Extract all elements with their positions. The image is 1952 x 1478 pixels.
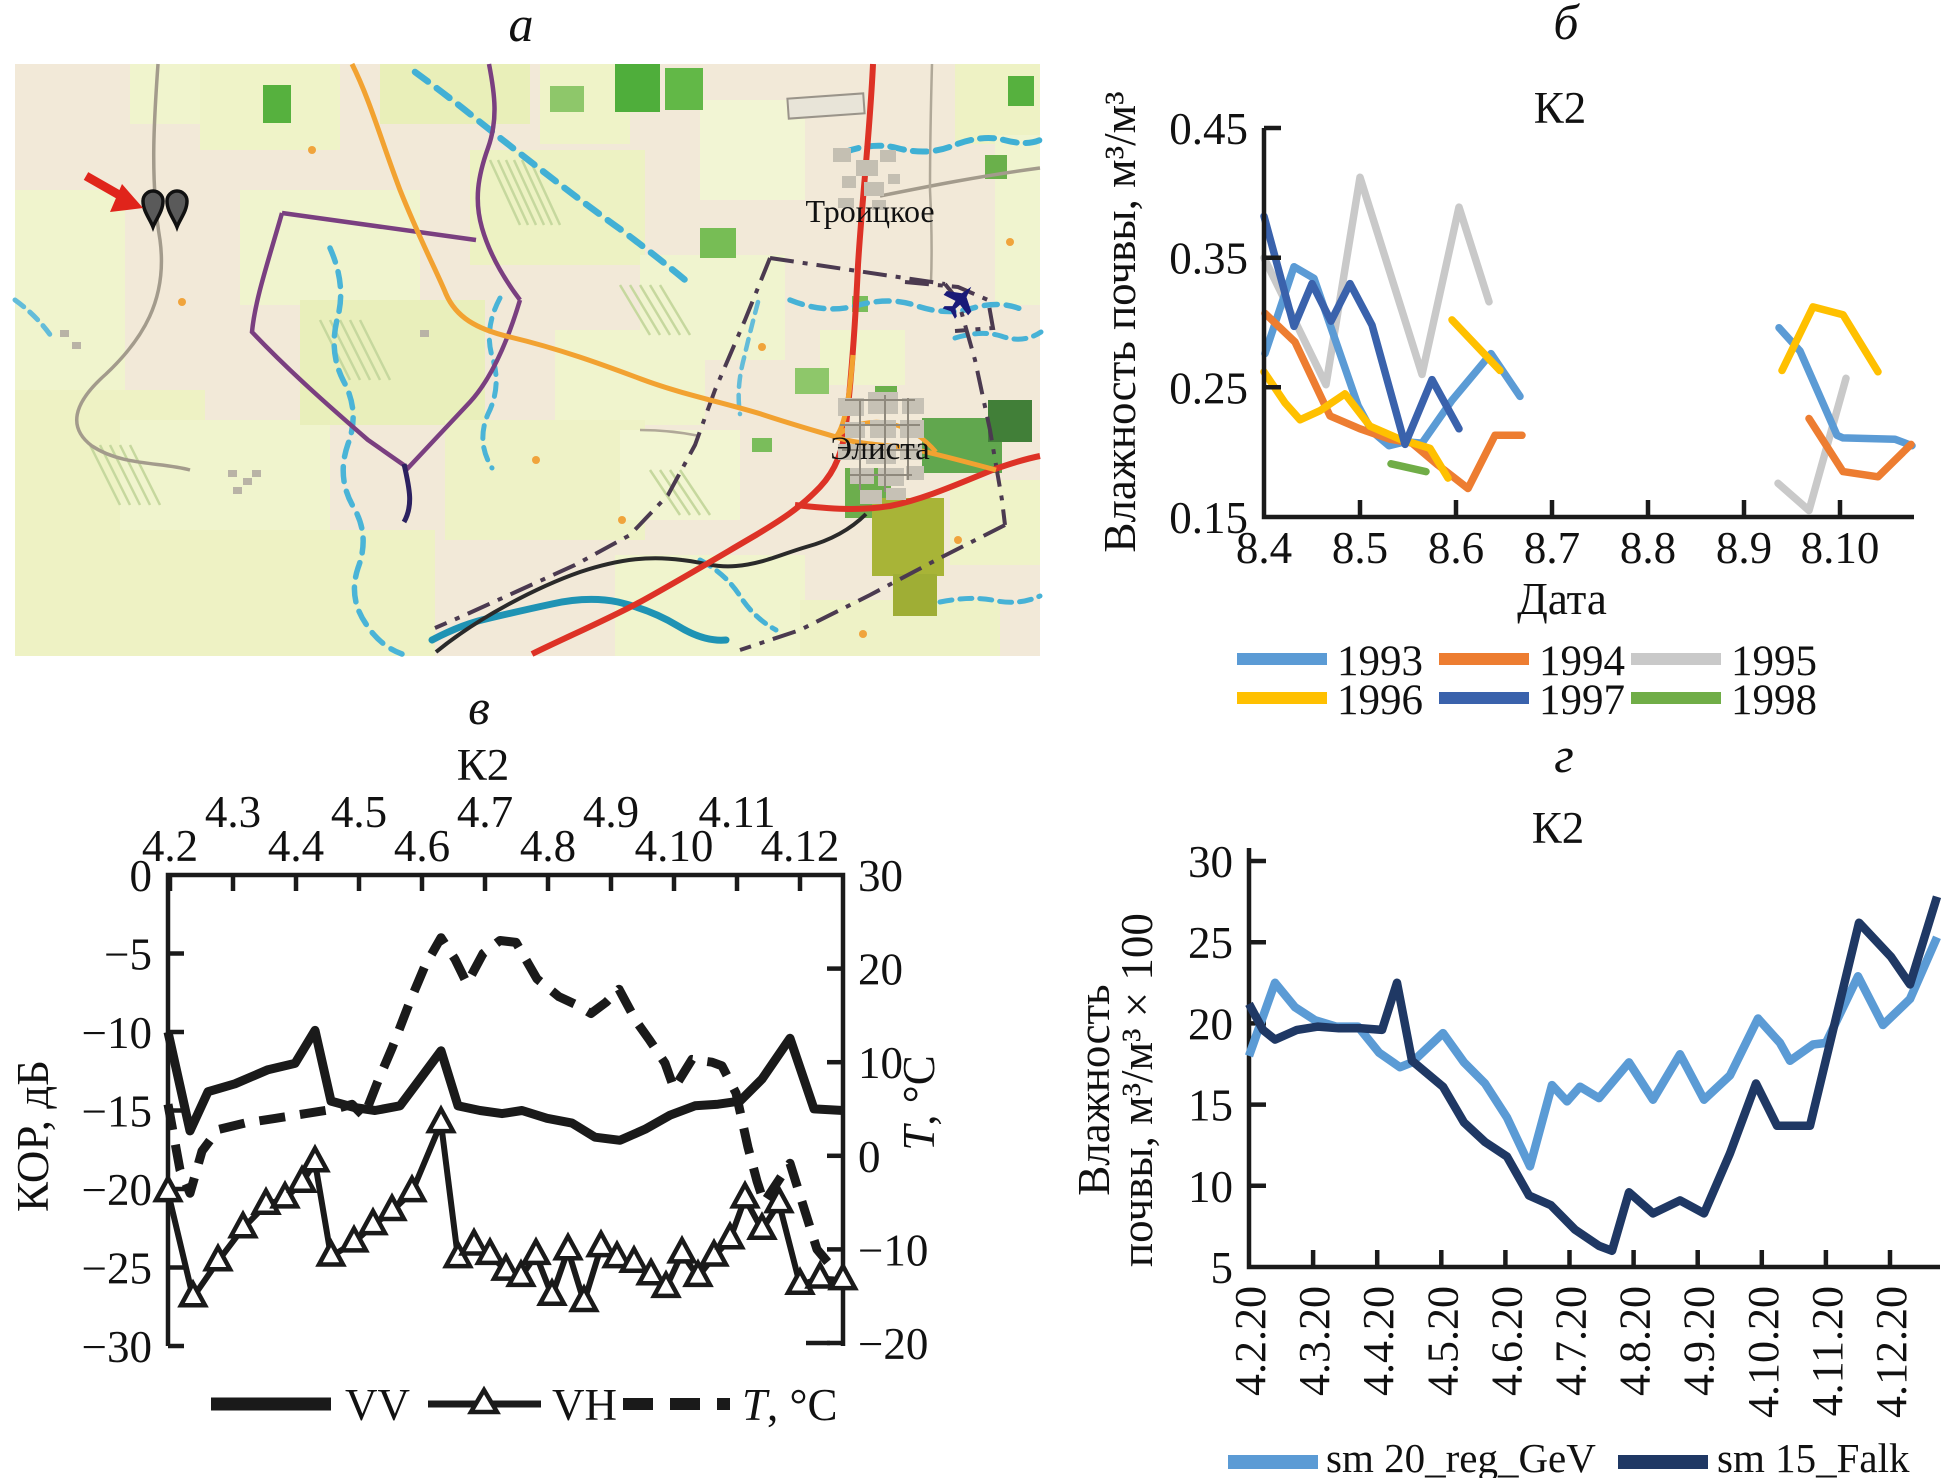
svg-text:sm 20_reg_GeV: sm 20_reg_GeV <box>1326 1435 1596 1478</box>
svg-text:4.7.20: 4.7.20 <box>1547 1286 1596 1396</box>
svg-text:0: 0 <box>858 1132 881 1182</box>
svg-text:20: 20 <box>858 945 903 995</box>
svg-text:8.7: 8.7 <box>1524 523 1580 573</box>
svg-text:−15: −15 <box>82 1087 152 1137</box>
svg-text:4.10.20: 4.10.20 <box>1739 1286 1788 1418</box>
svg-text:4.6: 4.6 <box>394 821 450 871</box>
svg-text:4.5.20: 4.5.20 <box>1418 1286 1467 1396</box>
svg-text:4.12: 4.12 <box>761 821 840 871</box>
svg-text:4.4.20: 4.4.20 <box>1354 1286 1403 1396</box>
svg-text:4.8.20: 4.8.20 <box>1611 1286 1660 1396</box>
svg-text:0.25: 0.25 <box>1169 363 1248 413</box>
svg-text:−30: −30 <box>82 1322 152 1372</box>
svg-text:30: 30 <box>1188 837 1233 887</box>
svg-text:8.6: 8.6 <box>1428 523 1484 573</box>
svg-text:1998: 1998 <box>1731 677 1817 724</box>
svg-text:4.6.20: 4.6.20 <box>1482 1286 1531 1396</box>
svg-text:−10: −10 <box>858 1225 928 1275</box>
svg-text:б: б <box>1553 0 1580 50</box>
svg-text:Элиста: Элиста <box>830 431 930 467</box>
svg-text:4.11: 4.11 <box>698 787 775 837</box>
svg-text:0.45: 0.45 <box>1169 104 1248 154</box>
svg-text:−5: −5 <box>104 930 152 980</box>
svg-text:в: в <box>468 679 490 735</box>
svg-text:4.12.20: 4.12.20 <box>1867 1286 1916 1418</box>
svg-text:4.7: 4.7 <box>457 787 513 837</box>
svg-text:25: 25 <box>1188 918 1233 968</box>
svg-text:8.9: 8.9 <box>1716 523 1772 573</box>
svg-text:1995: 1995 <box>1731 638 1817 685</box>
svg-text:0.35: 0.35 <box>1169 234 1248 284</box>
svg-text:Влажность: Влажность <box>1069 984 1119 1195</box>
svg-text:КОР, дБ: КОР, дБ <box>8 1060 58 1212</box>
svg-text:а: а <box>509 0 534 52</box>
svg-text:VV: VV <box>345 1380 410 1430</box>
svg-text:−25: −25 <box>82 1244 152 1294</box>
svg-text:К2: К2 <box>1534 83 1587 133</box>
svg-text:4.10: 4.10 <box>635 821 714 871</box>
svg-text:8.5: 8.5 <box>1332 523 1388 573</box>
svg-text:Троицкое: Троицкое <box>805 193 934 229</box>
svg-text:Влажность почвы, м³/м³: Влажность почвы, м³/м³ <box>1095 91 1145 552</box>
svg-text:1996: 1996 <box>1337 677 1423 724</box>
svg-text:0.15: 0.15 <box>1169 493 1248 543</box>
svg-text:8.8: 8.8 <box>1620 523 1676 573</box>
svg-text:4.9.20: 4.9.20 <box>1675 1286 1724 1396</box>
svg-text:10: 10 <box>858 1038 903 1088</box>
svg-text:1993: 1993 <box>1337 638 1423 685</box>
svg-text:8.10: 8.10 <box>1801 523 1880 573</box>
svg-text:30: 30 <box>858 851 903 901</box>
svg-text:20: 20 <box>1188 999 1233 1049</box>
svg-text:4.4: 4.4 <box>268 821 324 871</box>
svg-text:г: г <box>1554 727 1574 783</box>
svg-text:4.9: 4.9 <box>583 787 639 837</box>
svg-text:−10: −10 <box>82 1008 152 1058</box>
svg-text:−20: −20 <box>858 1319 928 1369</box>
svg-text:5: 5 <box>1211 1243 1234 1293</box>
svg-text:1994: 1994 <box>1539 638 1625 685</box>
svg-text:4.8: 4.8 <box>520 821 576 871</box>
svg-text:VH: VH <box>552 1380 617 1430</box>
svg-text:1997: 1997 <box>1539 677 1625 724</box>
svg-text:К2: К2 <box>457 740 510 790</box>
svg-text:T, °C: T, °C <box>742 1380 838 1430</box>
svg-text:4.3.20: 4.3.20 <box>1290 1286 1339 1396</box>
svg-text:10: 10 <box>1188 1162 1233 1212</box>
svg-text:К2: К2 <box>1532 803 1585 853</box>
svg-text:sm 15_Falk: sm 15_Falk <box>1717 1435 1910 1478</box>
svg-text:−20: −20 <box>82 1165 152 1215</box>
svg-text:8.4: 8.4 <box>1236 523 1292 573</box>
svg-text:15: 15 <box>1188 1081 1233 1131</box>
svg-text:почвы, м³/м³ × 100: почвы, м³/м³ × 100 <box>1112 913 1162 1267</box>
svg-text:4.2.20: 4.2.20 <box>1226 1286 1275 1396</box>
svg-text:T, °C: T, °C <box>894 1055 944 1151</box>
svg-text:0: 0 <box>130 851 153 901</box>
svg-text:4.11.20: 4.11.20 <box>1803 1286 1852 1416</box>
svg-text:Дата: Дата <box>1517 574 1607 624</box>
svg-text:4.2: 4.2 <box>142 821 198 871</box>
svg-text:4.3: 4.3 <box>205 787 261 837</box>
svg-text:4.5: 4.5 <box>331 787 387 837</box>
